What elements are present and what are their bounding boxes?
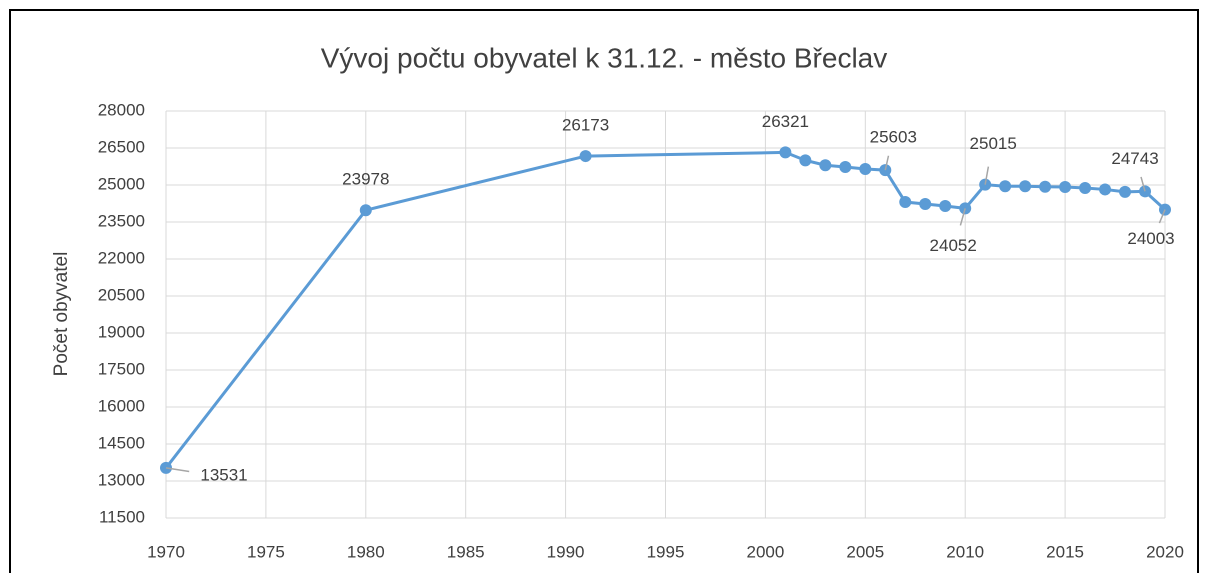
- data-point: [839, 160, 852, 173]
- chart-frame: [9, 9, 1199, 573]
- x-tick-label: 2005: [846, 542, 884, 561]
- y-axis-label: Počet obyvatel: [51, 252, 72, 377]
- data-label: 24003: [1127, 229, 1174, 248]
- y-tick-label: 13000: [98, 470, 145, 489]
- x-tick-label: 2020: [1146, 542, 1184, 561]
- chart-title: Vývoj počtu obyvatel k 31.12. - město Bř…: [321, 42, 888, 73]
- data-point: [1099, 183, 1112, 196]
- y-tick-label: 26500: [98, 137, 145, 156]
- x-tick-label: 2010: [946, 542, 984, 561]
- x-tick-label: 1990: [547, 542, 585, 561]
- x-tick-label: 1975: [247, 542, 285, 561]
- x-tick-label: 2015: [1046, 542, 1084, 561]
- data-point: [1039, 180, 1052, 193]
- data-point: [999, 180, 1012, 193]
- data-point: [819, 159, 832, 172]
- x-tick-label: 1970: [147, 542, 185, 561]
- data-label: 25015: [970, 134, 1017, 153]
- y-tick-label: 17500: [98, 359, 145, 378]
- x-tick-label: 1985: [447, 542, 485, 561]
- data-label: 23978: [342, 170, 389, 189]
- data-label: 13531: [200, 465, 247, 484]
- data-point: [939, 199, 952, 212]
- data-point: [779, 146, 792, 159]
- data-point: [919, 197, 932, 210]
- data-point: [1079, 181, 1092, 194]
- leader-line: [959, 208, 966, 226]
- y-tick-label: 22000: [98, 248, 145, 267]
- data-label: 24743: [1111, 149, 1158, 168]
- data-point: [1059, 180, 1072, 193]
- data-label: 26321: [762, 112, 809, 131]
- data-point: [859, 162, 872, 175]
- y-tick-label: 20500: [98, 285, 145, 304]
- data-point: [799, 154, 812, 167]
- y-tick-label: 14500: [98, 433, 145, 452]
- y-tick-label: 19000: [98, 322, 145, 341]
- data-point: [1019, 180, 1032, 193]
- leader-line: [1140, 176, 1146, 192]
- leader-line: [884, 155, 890, 171]
- data-label: 25603: [870, 128, 917, 147]
- x-tick-label: 1980: [347, 542, 385, 561]
- leader-line: [165, 467, 190, 473]
- y-tick-label: 11500: [99, 507, 145, 526]
- x-tick-label: 1995: [647, 542, 685, 561]
- y-tick-label: 28000: [98, 100, 145, 119]
- y-tick-label: 23500: [98, 211, 145, 230]
- data-point: [899, 196, 912, 209]
- y-tick-label: 25000: [98, 174, 145, 193]
- leader-line: [984, 166, 990, 185]
- data-point: [1119, 185, 1132, 198]
- data-label: 24052: [930, 236, 977, 255]
- data-label: 26173: [562, 116, 609, 135]
- x-tick-label: 2000: [746, 542, 784, 561]
- leader-line: [1158, 209, 1166, 224]
- y-tick-label: 16000: [98, 396, 145, 415]
- data-point: [359, 204, 372, 217]
- data-point: [579, 150, 592, 163]
